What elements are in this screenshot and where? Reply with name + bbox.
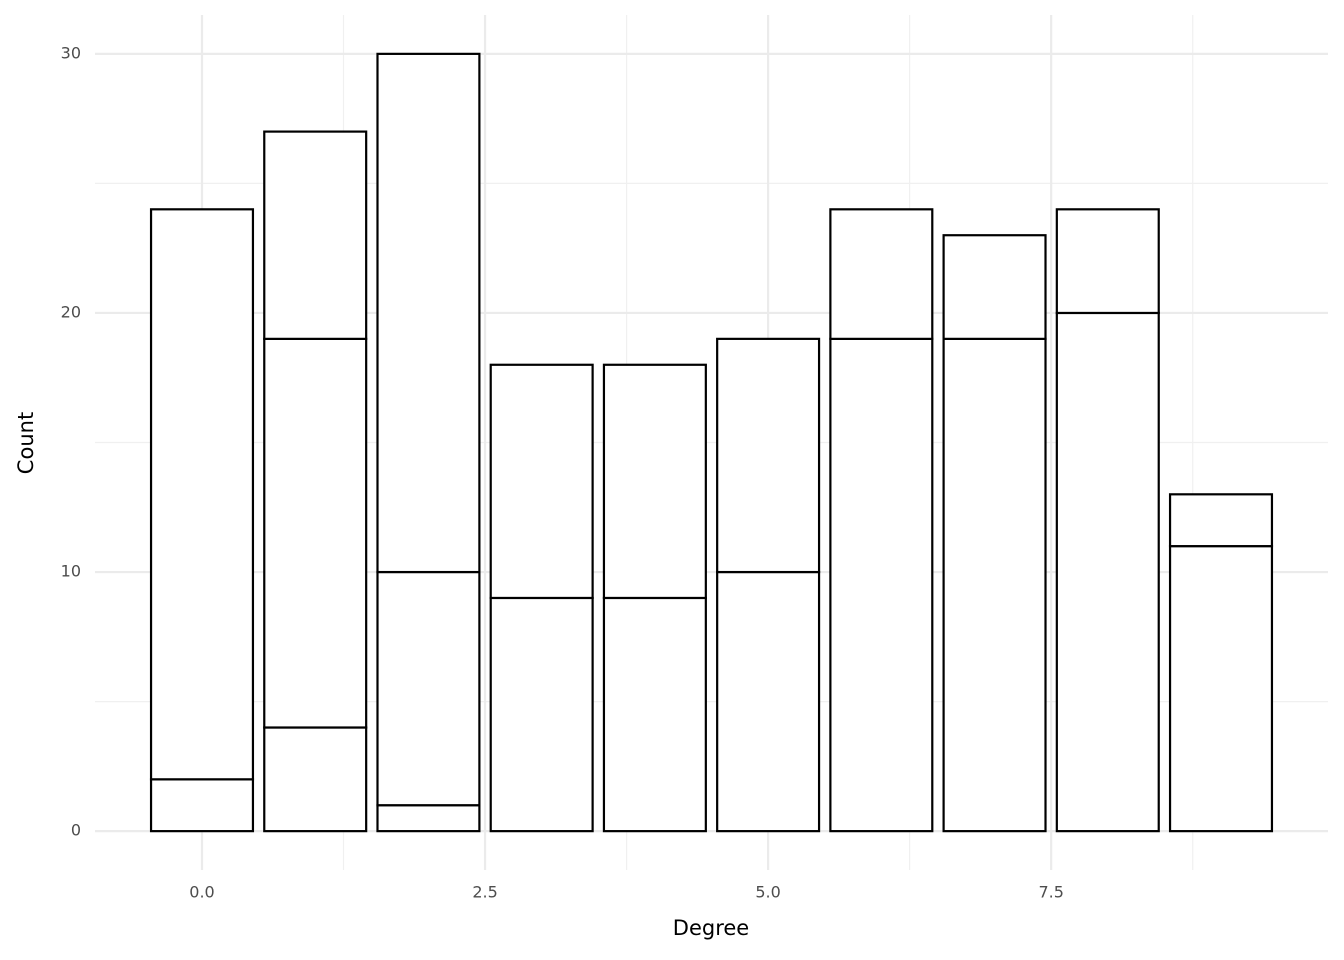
x-tick-label: 0.0: [189, 883, 214, 902]
bar-segment: [942, 337, 1047, 833]
bar-segment: [1168, 493, 1274, 548]
y-tick-label: 20: [61, 302, 81, 321]
y-tick-label: 0: [71, 821, 81, 840]
x-tick-label: 5.0: [755, 883, 780, 902]
bar-segment: [263, 726, 368, 833]
x-tick-label: 7.5: [1038, 883, 1063, 902]
bar-segment: [149, 208, 255, 781]
bar-segment: [942, 234, 1047, 340]
bar-segment: [829, 337, 934, 833]
bar-segment: [602, 596, 707, 833]
x-axis-title: Degree: [673, 916, 749, 940]
bar-segment: [716, 570, 821, 833]
y-tick-label: 10: [61, 562, 81, 581]
bar-segment: [489, 363, 594, 600]
bar-segment: [149, 778, 255, 833]
y-tick-label: 30: [61, 43, 81, 62]
bar-segment: [1168, 545, 1274, 833]
bar-segment: [376, 52, 481, 574]
bar-segment: [716, 337, 821, 574]
bar-segment: [263, 337, 368, 729]
y-axis-title: Count: [14, 412, 38, 474]
x-tick-label: 2.5: [472, 883, 497, 902]
bar-segment: [602, 363, 707, 600]
bar-segment: [829, 208, 934, 340]
bar-segment: [263, 130, 368, 340]
bar-segment: [376, 570, 481, 807]
bar-segment: [376, 804, 481, 833]
bar-segment: [1055, 311, 1160, 833]
bar-segment: [489, 596, 594, 833]
bar-segment: [1055, 208, 1160, 315]
